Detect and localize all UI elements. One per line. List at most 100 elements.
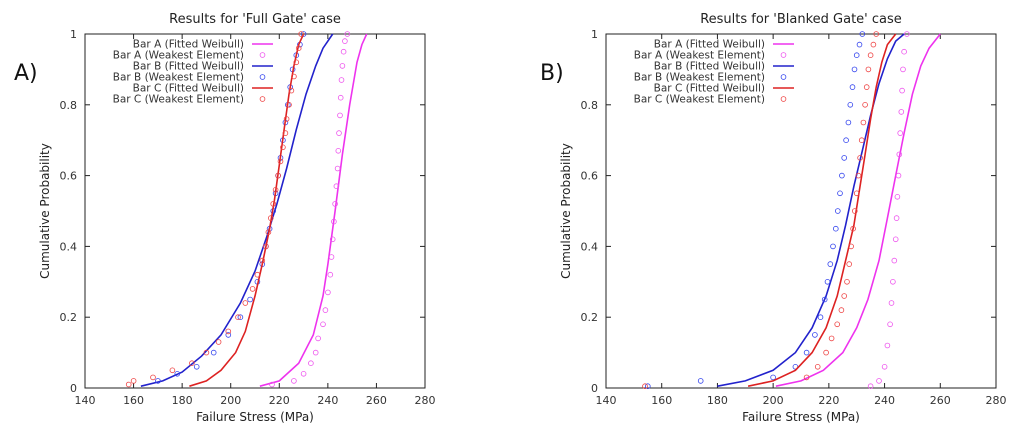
legend-label: Bar A (Weakest Element) <box>113 50 244 62</box>
data-point <box>312 349 319 356</box>
data-point <box>315 335 321 342</box>
data-point <box>242 300 249 306</box>
data-point <box>896 151 903 158</box>
data-point <box>235 314 241 321</box>
x-tick-label: 220 <box>269 394 290 407</box>
data-point <box>870 41 877 48</box>
data-point <box>823 349 829 356</box>
data-point <box>827 261 834 267</box>
y-tick-label: 0.8 <box>60 99 78 112</box>
data-point <box>824 278 831 285</box>
legend-label: Bar B (Fitted Weibull) <box>654 61 765 73</box>
series-6 <box>642 31 879 390</box>
data-point <box>848 243 854 250</box>
data-point <box>884 342 891 349</box>
data-point <box>644 383 651 390</box>
data-point <box>863 84 870 90</box>
series-1 <box>775 33 941 387</box>
series-2 <box>269 31 351 388</box>
x-tick-label: 140 <box>75 394 96 407</box>
data-point <box>853 190 860 197</box>
data-point <box>873 31 879 37</box>
data-point <box>269 381 275 388</box>
data-point <box>295 45 302 51</box>
series-3 <box>717 33 905 387</box>
legend-label: Bar A (Weakest Element) <box>634 50 765 62</box>
data-point <box>895 172 902 179</box>
x-tick-label: 260 <box>930 394 951 407</box>
data-point <box>881 363 888 370</box>
data-point <box>851 208 858 214</box>
y-tick-label: 0 <box>70 382 77 395</box>
x-tick-label: 280 <box>415 394 436 407</box>
data-point <box>865 66 872 73</box>
data-point <box>834 321 840 328</box>
data-point <box>344 31 351 37</box>
legend-label: Bar B (Weakest Element) <box>113 72 244 84</box>
data-point <box>837 190 843 197</box>
data-point <box>857 155 863 161</box>
data-point <box>308 360 314 367</box>
legend-marker-key <box>259 52 266 58</box>
x-tick-label: 180 <box>172 394 193 407</box>
legend-label: Bar C (Fitted Weibull) <box>654 83 765 95</box>
series-5 <box>189 33 305 387</box>
data-point <box>828 335 835 342</box>
data-point <box>897 130 903 136</box>
legend-marker-key <box>259 96 266 102</box>
data-point <box>225 332 232 338</box>
data-point <box>856 41 863 48</box>
data-point <box>893 215 900 221</box>
data-point <box>846 261 852 267</box>
y-tick-label: 1 <box>70 28 77 41</box>
legend-marker-key <box>259 74 266 80</box>
data-point <box>337 94 344 101</box>
data-point <box>851 66 858 73</box>
x-tick-label: 160 <box>123 394 144 407</box>
x-tick-label: 240 <box>874 394 895 407</box>
data-point <box>849 84 856 90</box>
y-tick-label: 0.2 <box>60 311 78 324</box>
legend-label: Bar A (Fitted Weibull) <box>654 39 765 51</box>
data-point <box>328 254 335 260</box>
data-point <box>900 66 906 73</box>
x-axis-label: Failure Stress (MPa) <box>196 410 314 424</box>
data-point <box>254 271 261 278</box>
data-point <box>339 63 346 69</box>
x-tick-label: 240 <box>317 394 338 407</box>
x-tick-label: 200 <box>220 394 241 407</box>
data-point <box>150 374 156 381</box>
data-point <box>697 378 704 384</box>
legend: Bar A (Fitted Weibull)Bar A (Weakest Ele… <box>634 39 794 106</box>
data-point <box>817 314 824 321</box>
data-point <box>899 87 905 94</box>
data-point <box>821 296 828 303</box>
legend-label: Bar C (Weakest Element) <box>634 94 765 106</box>
chart-title: Results for 'Full Gate' case <box>169 12 341 27</box>
data-point <box>841 155 847 161</box>
data-point <box>125 381 132 388</box>
y-axis-label: Cumulative Probability <box>559 143 573 279</box>
data-point <box>247 296 253 303</box>
data-point <box>259 257 266 264</box>
data-point <box>841 293 847 299</box>
data-point <box>338 77 345 83</box>
data-point <box>249 286 256 292</box>
data-point <box>830 243 836 250</box>
data-point <box>891 257 898 264</box>
data-point <box>331 218 337 225</box>
series-3 <box>140 33 334 387</box>
y-tick-label: 1 <box>591 28 598 41</box>
data-point <box>814 363 821 370</box>
data-point <box>860 119 867 126</box>
data-point <box>203 349 210 356</box>
legend-label: Bar B (Weakest Element) <box>634 72 765 84</box>
data-point <box>867 383 874 390</box>
data-point <box>898 109 905 115</box>
data-point <box>215 339 222 345</box>
data-point <box>189 360 195 367</box>
data-point <box>300 31 307 37</box>
data-point <box>155 378 161 384</box>
legend-label: Bar B (Fitted Weibull) <box>133 61 244 73</box>
